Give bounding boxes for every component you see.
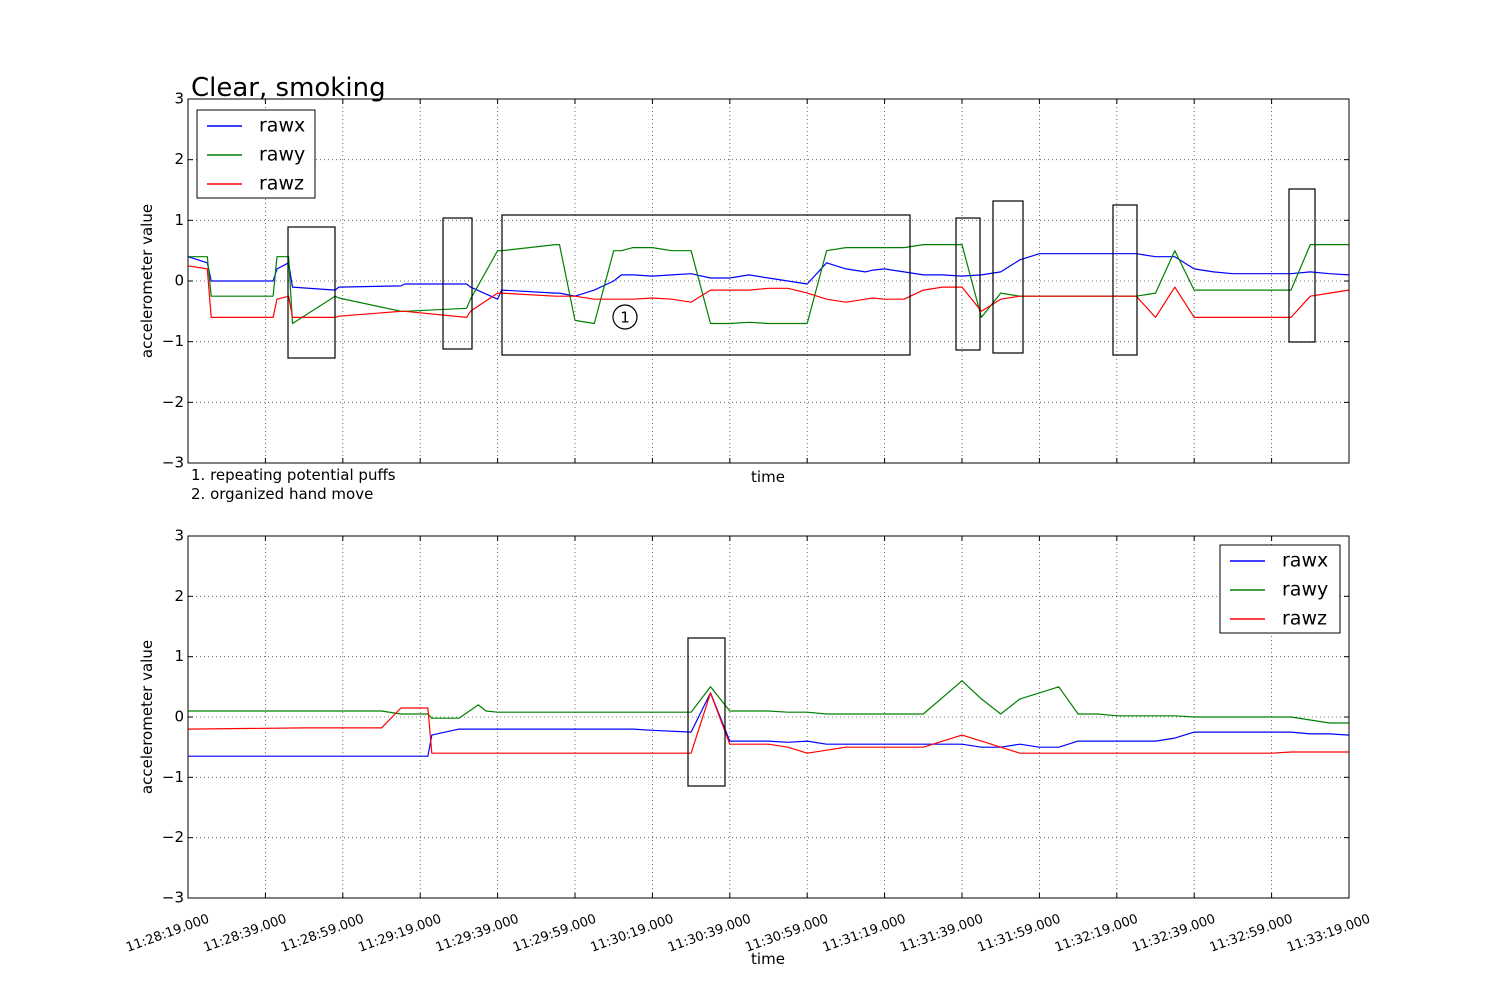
- y-tick-label: 3: [174, 90, 184, 108]
- y-axis-label-top: accelerometer value: [138, 204, 156, 358]
- y-tick-label: 3: [174, 527, 184, 545]
- y-axis-label-bottom: accelerometer value: [138, 640, 156, 794]
- x-tick-label: 11:31:59.000: [976, 912, 1063, 956]
- y-tick-label: −1: [162, 768, 184, 786]
- annotation-box: [501, 214, 911, 356]
- legend-label-rawx: rawx: [259, 115, 305, 137]
- x-axis-label-bottom: time: [751, 950, 785, 968]
- x-tick-label: 11:29:59.000: [511, 912, 598, 956]
- x-tick-label: 11:29:19.000: [356, 912, 443, 956]
- x-tick-label: 11:30:19.000: [589, 912, 676, 956]
- y-tick-label: −2: [162, 828, 184, 846]
- chart-bottom: 3 2 1 0 −1 −2 −3 11:28:19.00011:28:39.00011:28…: [124, 527, 1372, 969]
- legend-box: [1219, 544, 1341, 634]
- y-ticks-bottom: 3 2 1 0 −1 −2 −3: [162, 527, 1350, 907]
- annotation-boxes-top: 1: [287, 188, 1316, 359]
- y-tick-label: −1: [162, 332, 184, 350]
- note-1: 1. repeating potential puffs: [191, 466, 396, 484]
- x-tick-label: 11:31:19.000: [821, 912, 908, 956]
- annotation-box: [992, 200, 1024, 354]
- legend-label-rawz: rawz: [259, 173, 304, 195]
- legend-label-rawy: rawy: [1282, 579, 1328, 601]
- x-tick-label: 11:30:39.000: [666, 912, 753, 956]
- annotation-box: [1112, 204, 1138, 356]
- legend-label-rawz: rawz: [1282, 608, 1327, 630]
- annotation-box: [287, 226, 336, 359]
- y-tick-label: 2: [174, 587, 184, 605]
- series-line-rawz: [187, 265, 1350, 318]
- chart-title: Clear, smoking: [191, 73, 386, 103]
- y-ticks-top: 3 2 1 0 −1 −2 −3: [162, 90, 1350, 472]
- grid-bottom: [188, 536, 1349, 898]
- x-tick-label: 11:32:19.000: [1053, 912, 1140, 956]
- x-tick-label: 11:32:39.000: [1130, 912, 1217, 956]
- x-tick-label: 11:32:59.000: [1208, 912, 1295, 956]
- x-ticks-bottom: 11:28:19.00011:28:39.00011:28:59.00011:2…: [124, 912, 1372, 956]
- annotation-box: [442, 217, 473, 350]
- x-tick-label: 11:28:59.000: [279, 912, 366, 956]
- series-line-rawz: [187, 692, 1349, 754]
- series-line-rawy: [188, 680, 1349, 724]
- series-layer-bottom: [187, 680, 1350, 757]
- x-axis-label-top: time: [751, 468, 785, 486]
- y-tick-label: 0: [174, 708, 184, 726]
- y-tick-label: 1: [174, 211, 184, 229]
- legend-label-rawy: rawy: [259, 144, 305, 166]
- x-tick-label: 11:28:39.000: [202, 912, 289, 956]
- chart-top: Clear, smoking 1 3 2 1 0 −1 −2 −3 acceleromete…: [138, 73, 1350, 503]
- x-tick-label: 11:33:19.000: [1285, 912, 1372, 956]
- y-tick-label: 1: [174, 647, 184, 665]
- series-line-rawx: [188, 692, 1350, 757]
- series-layer-top: [187, 244, 1350, 325]
- note-2: 2. organized hand move: [191, 485, 373, 503]
- legend-label-rawx: rawx: [1282, 550, 1328, 572]
- y-tick-label: −3: [162, 454, 184, 472]
- series-line-rawx: [187, 253, 1350, 300]
- annotation-marker-circle: [612, 304, 638, 330]
- grid-top: [188, 99, 1349, 463]
- x-tick-label: 11:31:39.000: [898, 912, 985, 956]
- annotation-boxes-bottom: [687, 637, 726, 787]
- legend-bottom: rawx rawy rawz: [1219, 544, 1341, 634]
- y-tick-label: 2: [174, 150, 184, 168]
- annotation-box: [687, 637, 726, 787]
- legend-top: rawx rawy rawz: [196, 109, 316, 199]
- annotation-box: [955, 217, 981, 351]
- annotation-marker-label: 1: [620, 309, 630, 327]
- x-tick-label: 11:29:39.000: [434, 912, 521, 956]
- x-tick-label: 11:28:19.000: [124, 912, 211, 956]
- y-tick-label: 0: [174, 272, 184, 290]
- y-tick-label: −2: [162, 393, 184, 411]
- annotation-box: [1288, 188, 1316, 343]
- y-tick-label: −3: [162, 889, 184, 907]
